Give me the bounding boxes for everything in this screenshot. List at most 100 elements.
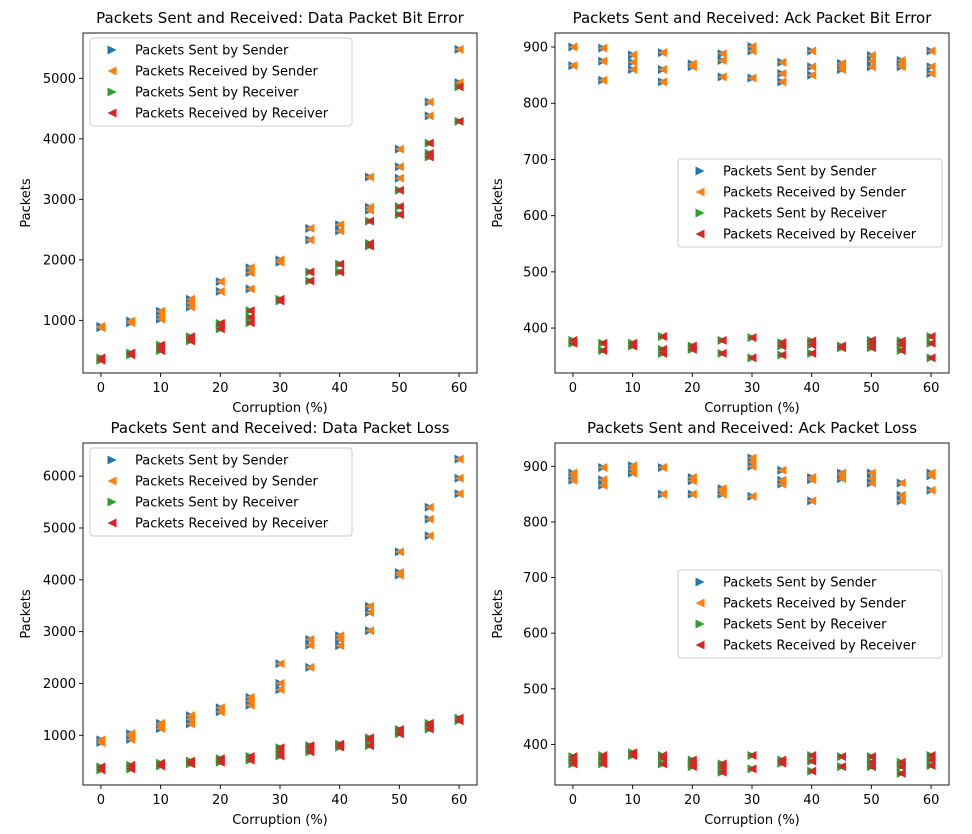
- data-point: [275, 294, 285, 304]
- legend-label: Packets Received by Sender: [723, 186, 907, 201]
- data-point: [926, 62, 936, 72]
- data-point: [747, 453, 757, 463]
- data-point: [598, 462, 608, 472]
- data-point: [335, 267, 345, 277]
- data-point: [568, 468, 578, 478]
- data-point: [185, 332, 195, 342]
- data-point: [275, 743, 285, 753]
- data-point: [866, 50, 876, 60]
- data-point: [96, 762, 106, 772]
- y-tick-label: 600: [523, 627, 548, 642]
- data-point: [807, 336, 817, 346]
- legend-label: Packets Received by Receiver: [723, 228, 917, 243]
- data-point: [628, 50, 638, 60]
- y-tick-label: 3000: [43, 193, 76, 208]
- x-tick-label: 50: [391, 381, 408, 396]
- data-point: [657, 344, 667, 354]
- subplot-3: 0 10 20 30 40 50 60 1000 2000 3000 4000 5000 6000 Pac…: [19, 419, 478, 828]
- data-point: [305, 267, 315, 277]
- y-tick-label: 1000: [43, 314, 76, 329]
- data-point: [305, 235, 315, 245]
- data-point: [305, 276, 315, 286]
- data-point: [126, 760, 136, 770]
- data-point: [365, 733, 375, 743]
- x-tick-label: 10: [624, 381, 641, 396]
- legend-label: Packets Received by Sender: [135, 65, 319, 80]
- data-point: [424, 111, 434, 121]
- data-point: [717, 348, 727, 358]
- y-tick-label: 4000: [43, 573, 76, 588]
- data-point: [657, 77, 667, 87]
- x-tick-label: 40: [803, 381, 820, 396]
- x-tick-label: 50: [863, 381, 880, 396]
- data-point: [454, 82, 464, 92]
- data-point: [424, 97, 434, 107]
- data-point: [747, 73, 757, 83]
- series-2: [568, 453, 936, 506]
- data-point: [896, 336, 906, 346]
- data-point: [365, 601, 375, 611]
- series-4: [568, 748, 936, 778]
- subplot-2: 0 10 20 30 40 50 60 400 500 600 700 800 900 Packets S…: [491, 9, 950, 416]
- data-point: [926, 338, 936, 348]
- legend-label: Packets Sent by Receiver: [135, 86, 299, 101]
- data-point: [394, 725, 404, 735]
- legend-marker: [107, 455, 117, 465]
- x-tick-label: 30: [744, 381, 761, 396]
- data-point: [96, 321, 106, 331]
- data-point: [126, 316, 136, 326]
- x-tick-label: 60: [451, 793, 468, 808]
- data-point: [687, 472, 697, 482]
- data-point: [454, 44, 464, 54]
- legend-marker: [695, 640, 705, 650]
- data-point: [156, 340, 166, 350]
- data-point: [807, 62, 817, 72]
- data-point: [777, 77, 787, 87]
- x-axis-label: Corruption (%): [704, 401, 800, 416]
- data-point: [275, 685, 285, 695]
- data-point: [628, 57, 638, 67]
- data-point: [598, 56, 608, 66]
- legend-marker: [695, 187, 705, 197]
- data-point: [896, 56, 906, 66]
- data-point: [837, 468, 847, 478]
- data-point: [926, 485, 936, 495]
- data-point: [454, 116, 464, 126]
- x-axis-label: Corruption (%): [232, 401, 328, 416]
- data-point: [126, 348, 136, 358]
- data-point: [837, 752, 847, 762]
- data-point: [687, 489, 697, 499]
- y-tick-label: 1000: [43, 729, 76, 744]
- data-point: [807, 766, 817, 776]
- data-point: [657, 331, 667, 341]
- data-point: [365, 626, 375, 636]
- legend-box: [677, 569, 943, 659]
- data-point: [215, 754, 225, 764]
- data-point: [628, 461, 638, 471]
- data-point: [598, 75, 608, 85]
- data-point: [687, 755, 697, 765]
- data-point: [896, 478, 906, 488]
- data-point: [394, 185, 404, 195]
- data-point: [896, 490, 906, 500]
- data-point: [245, 284, 255, 294]
- x-tick-label: 60: [451, 381, 468, 396]
- data-point: [777, 68, 787, 78]
- series-2: [96, 44, 464, 333]
- data-point: [628, 65, 638, 75]
- data-point: [687, 59, 697, 69]
- legend-marker: [107, 476, 117, 486]
- data-point: [365, 607, 375, 617]
- data-point: [365, 172, 375, 182]
- x-tick-label: 0: [569, 793, 577, 808]
- data-point: [807, 472, 817, 482]
- data-point: [807, 348, 817, 358]
- data-point: [777, 465, 787, 475]
- data-point: [394, 202, 404, 212]
- y-tick-label: 2000: [43, 677, 76, 692]
- data-point: [837, 341, 847, 351]
- legend-label: Packets Sent by Sender: [723, 165, 877, 180]
- x-tick-label: 30: [272, 793, 289, 808]
- data-point: [305, 741, 315, 751]
- data-point: [926, 468, 936, 478]
